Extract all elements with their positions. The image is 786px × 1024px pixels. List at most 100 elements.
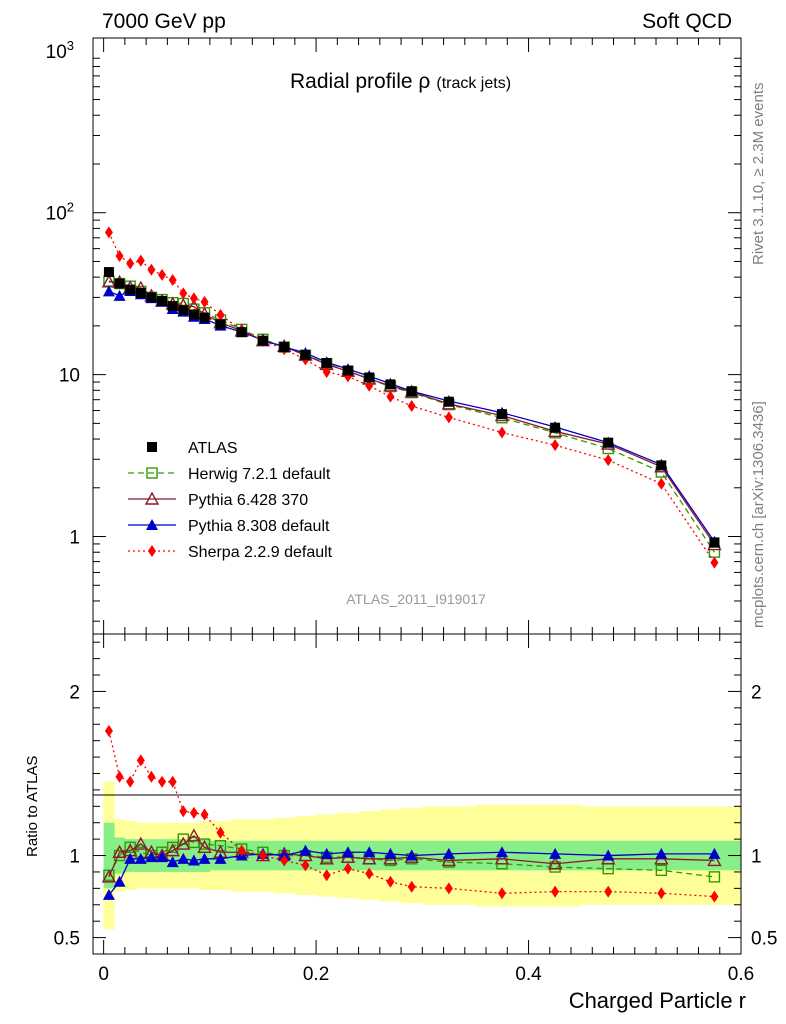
main-series xyxy=(101,226,722,569)
ratio-series-point xyxy=(237,844,246,857)
ratio-series-point xyxy=(494,851,510,865)
ratio-series-point xyxy=(497,887,506,900)
main-series-point xyxy=(158,268,167,281)
legend-marker xyxy=(147,442,157,452)
ratio-series-point xyxy=(177,852,190,864)
atlas-data-point xyxy=(135,287,146,298)
main-series-point xyxy=(604,454,613,467)
ratio-series-point xyxy=(547,856,563,870)
ratio-panel: 0.5 0.5 1 1 2 2 0 0.2 0.4 0.6 Ratio to ATLAS Cha… xyxy=(24,633,777,1013)
main-series-point xyxy=(102,285,115,297)
legend-marker xyxy=(146,467,158,479)
main-y-tick-label-base: 1 xyxy=(69,528,80,549)
legend-entry-label: ATLAS xyxy=(188,440,238,457)
atlas-data-point xyxy=(215,319,226,330)
legend-entry-label: Pythia 8.308 default xyxy=(188,518,330,535)
x-axis-label: Charged Particle r xyxy=(569,988,746,1013)
plot-title: Radial profile ρ (track jets) xyxy=(290,70,511,93)
ratio-series-point xyxy=(214,839,227,852)
ratio-series-point xyxy=(198,838,211,850)
main-series-point xyxy=(104,226,113,239)
atlas-data-point xyxy=(114,278,125,289)
main-series-point xyxy=(365,379,374,392)
atlas-data-point xyxy=(385,379,396,390)
ratio-series-point xyxy=(322,869,331,882)
main-series-point xyxy=(126,257,135,270)
ratio-series-point xyxy=(549,847,562,859)
ratio-series-point xyxy=(444,882,453,895)
atlas-data-point xyxy=(656,460,667,471)
ratio-series-point xyxy=(113,875,126,887)
ratio-series-point xyxy=(145,851,158,863)
main-series-point xyxy=(115,250,124,263)
ratio-series-point xyxy=(405,849,418,861)
atlas-data-point xyxy=(496,409,507,420)
ratio-series-point xyxy=(136,754,145,767)
atlas-data-point xyxy=(709,537,720,548)
ratio-series-point xyxy=(299,844,312,856)
main-series-point xyxy=(710,556,719,569)
main-y-tick-label-base: 10 xyxy=(46,204,67,225)
main-series-point xyxy=(386,390,395,403)
ratio-series-point xyxy=(198,852,211,864)
legend-marker xyxy=(146,519,158,530)
main-y-tick-label-base: 10 xyxy=(46,42,67,63)
main-y-tick-label-base: 10 xyxy=(59,366,80,387)
ratio-y-tick-label: 0.5 xyxy=(54,929,80,950)
ratio-y-tick-label: 1 xyxy=(69,847,80,868)
atlas-data-point xyxy=(406,386,417,397)
ratio-series-point xyxy=(126,775,135,788)
main-series-point xyxy=(200,295,209,308)
ratio-series-point xyxy=(101,869,117,883)
main-series-point xyxy=(136,254,145,267)
analysis-id-label: ATLAS_2011_I919017 xyxy=(346,591,486,607)
legend-entry-label: Sherpa 2.2.9 default xyxy=(188,544,333,561)
x-tick-label: 0 xyxy=(98,964,109,985)
ratio-series-point xyxy=(189,806,198,819)
ratio-series-point xyxy=(258,849,267,862)
ratio-series-point xyxy=(657,887,666,900)
ratio-series-point xyxy=(168,775,177,788)
ratio-series-point xyxy=(102,888,115,900)
ratio-series-point xyxy=(158,775,167,788)
main-y-tick-label: 102 xyxy=(46,200,74,225)
ratio-series-point xyxy=(301,859,310,872)
ratio-series-point xyxy=(707,852,722,867)
main-series-point xyxy=(407,400,416,413)
atlas-data-point xyxy=(550,422,561,433)
legend-entry-label: Pythia 6.428 370 xyxy=(188,492,308,509)
rivet-version-label: Rivet 3.1.10, ≥ 2.3M events xyxy=(750,83,767,266)
main-series-point xyxy=(216,308,225,321)
ratio-series-point xyxy=(551,885,560,898)
ratio-series-point xyxy=(124,852,137,864)
ratio-series-point xyxy=(407,880,416,893)
atlas-data-point xyxy=(178,305,189,316)
ratio-series-point xyxy=(186,828,202,842)
main-y-tick-label-exponent: 3 xyxy=(67,38,74,53)
ratio-series-point xyxy=(710,890,719,903)
ratio-series-point xyxy=(363,846,376,858)
atlas-data-point xyxy=(188,309,199,320)
main-y-tick-label: 103 xyxy=(46,38,74,63)
green-band-segment xyxy=(103,822,115,889)
x-axis: 0 0.2 0.4 0.6 xyxy=(98,634,754,985)
energy-label: 7000 GeV pp xyxy=(102,10,226,33)
ratio-series-point xyxy=(147,770,156,783)
main-series-point xyxy=(551,439,560,452)
ratio-series-point xyxy=(386,875,395,888)
ratio-series-point xyxy=(187,854,200,866)
ratio-series-point xyxy=(280,854,289,867)
ratio-series-point xyxy=(655,847,668,859)
atlas-data-point xyxy=(443,396,454,407)
ratio-series-point xyxy=(133,836,148,850)
atlas-data-point xyxy=(103,267,114,278)
main-x-axis-ticks xyxy=(103,38,742,634)
legend: ATLAS Herwig 7.2.1 default Pythia 6.428 37… xyxy=(128,440,333,561)
atlas-data-point xyxy=(364,372,375,383)
main-series-point xyxy=(168,273,177,286)
ratio-series-point xyxy=(708,871,721,883)
ratio-series-point xyxy=(604,885,613,898)
category-label: Soft QCD xyxy=(642,10,732,33)
